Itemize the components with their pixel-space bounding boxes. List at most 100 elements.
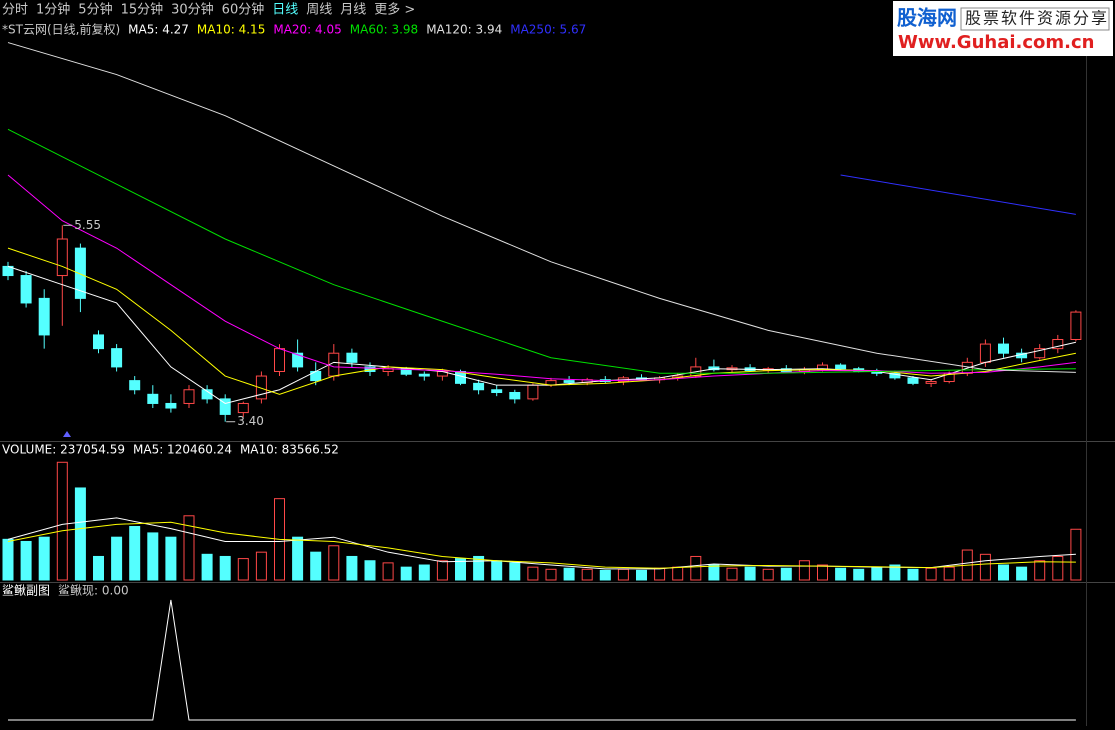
- high-label: 5.55: [74, 218, 101, 232]
- candle-body: [292, 352, 304, 368]
- candle-body: [111, 348, 123, 368]
- candle-body: [418, 373, 430, 377]
- candle-body: [93, 334, 104, 350]
- candle-body: [129, 380, 141, 391]
- volume-bar: [835, 567, 847, 581]
- legend-label: MA10: 83566.52: [240, 443, 339, 457]
- volume-bar: [418, 564, 430, 581]
- logo-box: [960, 7, 1110, 31]
- candle-body: [491, 389, 503, 393]
- candle-body: [1052, 339, 1064, 350]
- volume-bar: [925, 567, 937, 581]
- volume-bar: [346, 555, 358, 581]
- volume-bar: [1052, 555, 1064, 581]
- candle-body: [889, 372, 901, 379]
- marker: [63, 431, 71, 437]
- volume-bar: [708, 564, 720, 581]
- legend-label: MA250: 5.67: [510, 23, 586, 37]
- volume-bar: [201, 553, 213, 581]
- volume-bar: [780, 567, 792, 581]
- toolbar-tab[interactable]: 周线: [306, 3, 332, 18]
- volume-bar: [1034, 560, 1046, 581]
- legend-label: VOLUME: 237054.59: [2, 443, 125, 457]
- volume-bar: [853, 568, 865, 581]
- toolbar-tab[interactable]: 60分钟: [222, 2, 265, 18]
- volume-bar: [654, 567, 666, 581]
- volume-bar: [165, 536, 177, 581]
- volume-bar: [2, 538, 14, 581]
- candle-body: [56, 238, 68, 277]
- candle-body: [979, 343, 991, 363]
- volume-bar: [237, 558, 249, 581]
- toolbar-tab[interactable]: 5分钟: [78, 2, 112, 18]
- volume-bar: [527, 566, 539, 581]
- volume-bar: [943, 566, 955, 581]
- volume-bar: [129, 525, 141, 581]
- ma-line: [7, 42, 1076, 373]
- ma-line: [7, 174, 1076, 382]
- legend-label: MA5: 4.27: [128, 23, 189, 37]
- candle-body: [907, 377, 919, 384]
- volume-bar: [292, 536, 304, 581]
- volume-bar: [56, 461, 68, 581]
- volume-bar: [907, 568, 919, 581]
- legend-label: MA10: 4.15: [197, 23, 265, 37]
- volume-bar: [690, 555, 702, 581]
- candle-body: [20, 275, 32, 304]
- volume-bar: [581, 568, 593, 581]
- candle-body: [165, 402, 177, 409]
- toolbar-tab[interactable]: 30分钟: [171, 2, 214, 18]
- candle-body: [925, 381, 937, 384]
- toolbar-tab[interactable]: 日线: [272, 3, 298, 18]
- volume-bar: [400, 566, 412, 581]
- volume-bar: [509, 562, 521, 581]
- volume-bar: [491, 560, 503, 581]
- toolbar-tab[interactable]: 1分钟: [36, 2, 70, 18]
- volume-bar: [74, 487, 86, 581]
- volume-bar: [382, 562, 394, 581]
- volume-bar: [599, 569, 611, 581]
- candle-body: [835, 364, 847, 370]
- volume-bar: [364, 560, 376, 581]
- volume-bar: [38, 536, 50, 581]
- candle-body: [237, 402, 249, 414]
- candle-body: [219, 398, 231, 415]
- toolbar-tab[interactable]: 15分钟: [121, 2, 164, 18]
- ma-line: [8, 599, 1076, 721]
- legend-label: MA5: 120460.24: [133, 443, 232, 457]
- volume-bar: [455, 558, 466, 581]
- candle-body: [563, 380, 575, 383]
- low-label: 3.40: [237, 414, 264, 428]
- toolbar-tab[interactable]: 更多 >: [374, 2, 415, 18]
- candle-body: [74, 247, 86, 299]
- volume-bar: [617, 568, 629, 581]
- volume-bar: [310, 551, 322, 581]
- volume-bar: [255, 551, 267, 581]
- toolbar-tab[interactable]: 分时: [2, 3, 28, 18]
- candle-body: [998, 343, 1009, 354]
- volume-bar: [871, 566, 883, 581]
- ma-line: [7, 247, 1076, 395]
- volume-bar: [1016, 566, 1028, 581]
- candle-body: [473, 382, 485, 391]
- legend-label: 鲨鳅副图: [2, 584, 50, 598]
- candle-body: [147, 393, 159, 404]
- candle-body: [1070, 311, 1082, 341]
- candle-body: [509, 391, 521, 400]
- volume-bar: [798, 560, 810, 581]
- volume-bar: [219, 555, 231, 581]
- candle-body: [527, 384, 539, 400]
- toolbar-tab[interactable]: 月线: [340, 3, 366, 18]
- volume-bar: [545, 568, 557, 581]
- volume-bar: [473, 555, 485, 581]
- volume-bar: [817, 564, 828, 581]
- volume-bar: [672, 566, 684, 581]
- logo-url: Www.Guhai.com.cn: [898, 32, 1094, 53]
- volume-bar: [762, 568, 774, 581]
- volume-bar: [183, 515, 195, 581]
- candle-body: [274, 348, 285, 372]
- volume-bar: [147, 532, 159, 581]
